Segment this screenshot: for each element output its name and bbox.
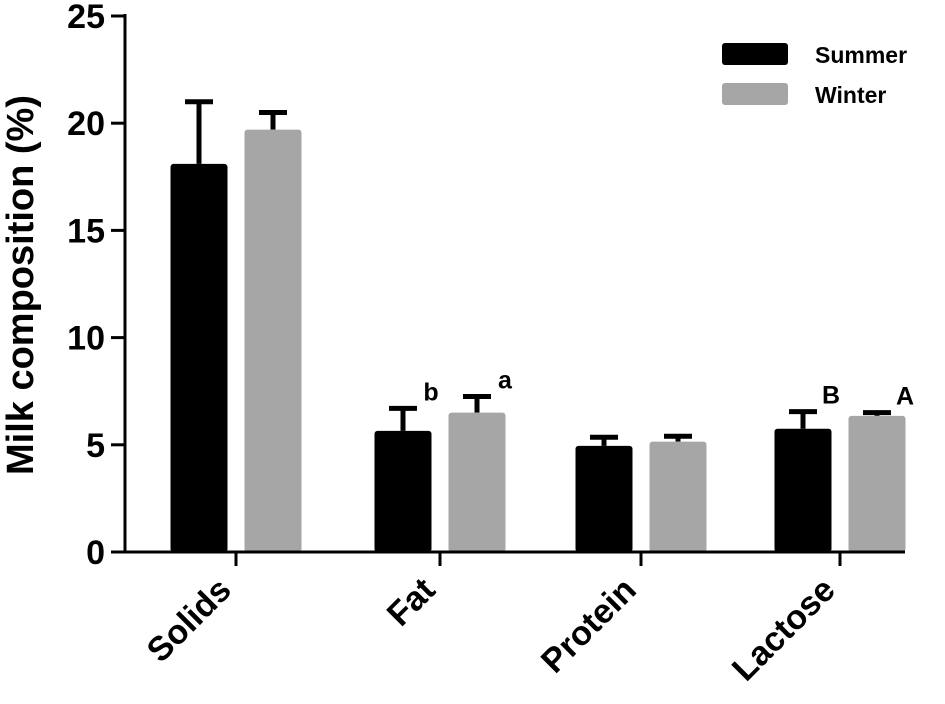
- error-bars-layer: [185, 99, 891, 446]
- bar-winter-fat: [448, 412, 506, 552]
- x-category-label: Protein: [534, 571, 644, 681]
- y-tick-label: 10: [67, 320, 105, 358]
- bar-summer-protein: [575, 445, 633, 552]
- y-tick-label: 20: [67, 105, 105, 143]
- legend: Summer Winter: [722, 42, 907, 108]
- bar-summer-fat: [374, 430, 432, 552]
- bar-summer-solids: [170, 163, 228, 552]
- bar-winter-solids: [244, 129, 302, 552]
- significance-label: B: [822, 382, 840, 410]
- bar-winter-protein: [649, 441, 707, 552]
- significance-label: A: [896, 383, 914, 411]
- significance-label: b: [423, 378, 438, 406]
- y-tick-label: 25: [67, 0, 105, 36]
- y-tick-label: 0: [86, 534, 105, 572]
- legend-label-summer: Summer: [815, 42, 907, 68]
- axes-layer: [123, 14, 905, 554]
- x-category-label: Lactose: [725, 571, 843, 689]
- legend-swatch-summer: [722, 43, 788, 65]
- y-tick-label: 15: [67, 212, 105, 250]
- x-category-label: Solids: [140, 571, 239, 670]
- x-category-label: Fat: [380, 571, 443, 634]
- y-tick-label: 5: [86, 427, 105, 465]
- legend-swatch-winter: [722, 83, 788, 105]
- y-axis-title: Milk composition (%): [0, 95, 42, 475]
- significance-label: a: [498, 367, 513, 395]
- bar-winter-lactose: [848, 415, 906, 552]
- bars-layer: [170, 129, 906, 552]
- legend-label-winter: Winter: [815, 82, 886, 108]
- bar-summer-lactose: [774, 428, 832, 552]
- ticks-layer: [111, 14, 842, 566]
